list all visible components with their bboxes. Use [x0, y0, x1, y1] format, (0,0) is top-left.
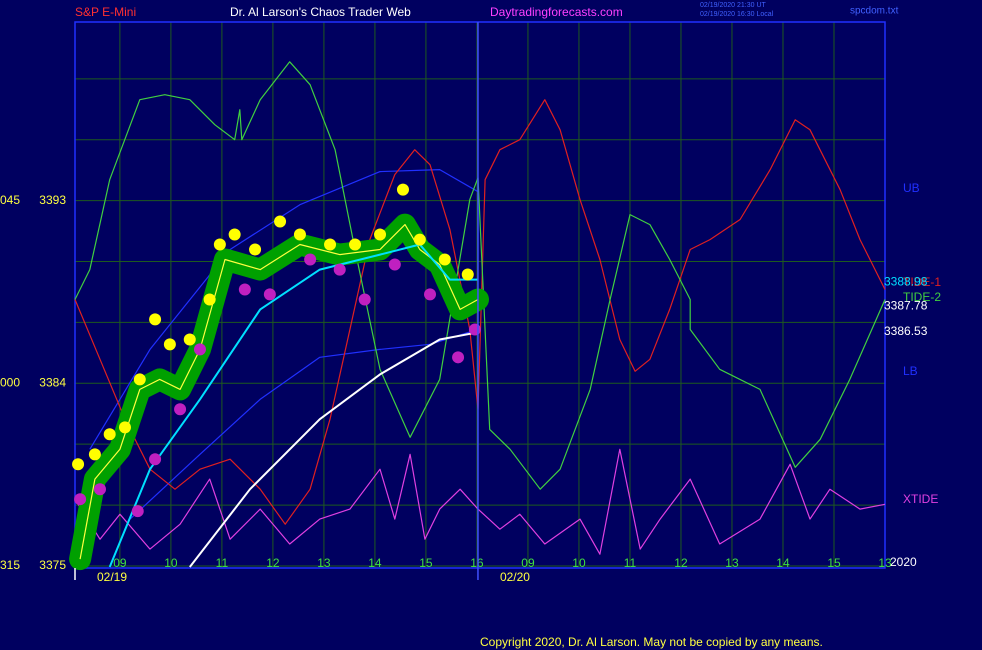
date-label: 02/19	[97, 570, 127, 584]
price-dot	[333, 263, 346, 276]
x-tick-label: 10	[572, 556, 586, 570]
price-dot	[468, 323, 481, 336]
price-dot	[424, 288, 437, 301]
price-dot	[174, 403, 187, 416]
plot	[69, 21, 886, 571]
series-label: UB	[903, 181, 920, 195]
x-tick-label: 13	[317, 556, 331, 570]
price-dot	[118, 421, 131, 434]
price-dot	[74, 493, 87, 506]
end-value: 3386.53	[884, 324, 928, 338]
price-dot	[163, 338, 176, 351]
x-tick-label: 11	[624, 556, 637, 570]
series-label: XTIDE	[903, 492, 938, 506]
price-dot	[103, 428, 116, 441]
price-dot	[149, 313, 162, 326]
price-dot	[263, 288, 276, 301]
left-scale-label: 000	[0, 375, 20, 389]
timestamp: 02/19/2020 21:30 UT	[700, 2, 766, 9]
series-line	[189, 331, 479, 568]
x-tick-label: 15	[419, 556, 433, 570]
x-tick-label: 13	[878, 556, 892, 570]
x-tick-label: 11	[216, 556, 229, 570]
price-dot	[388, 258, 401, 271]
url: Daytradingforecasts.com	[490, 5, 623, 19]
price-dot	[274, 215, 287, 228]
price-dot	[358, 293, 371, 306]
series-line	[74, 61, 886, 490]
price-dot	[203, 293, 216, 306]
file-name: spcdom.txt	[850, 6, 899, 17]
x-tick-label: 12	[674, 556, 688, 570]
x-tick-label: 13	[725, 556, 739, 570]
price-dot	[324, 238, 337, 251]
series-line	[74, 99, 886, 525]
series-label: TIDE-1	[903, 275, 941, 289]
x-tick-label: 09	[521, 556, 535, 570]
x-tick-label: 09	[113, 556, 127, 570]
price-dot	[93, 483, 106, 496]
price-dot	[133, 373, 146, 386]
y-tick-label: 3393	[39, 193, 66, 207]
x-tick-label: 15	[827, 556, 841, 570]
year-label: 2020	[890, 555, 917, 569]
price-dot	[149, 453, 162, 466]
x-tick-label: 10	[164, 556, 178, 570]
left-scale-label: 315	[0, 558, 20, 572]
x-tick-label: 14	[368, 556, 382, 570]
plot-border	[74, 21, 886, 569]
series-label: TIDE-2	[903, 290, 941, 304]
price-dot	[349, 238, 362, 251]
left-scale-label: 045	[0, 193, 20, 207]
y-tick-label: 3375	[39, 558, 66, 572]
price-dot	[72, 458, 85, 471]
price-dot	[213, 238, 226, 251]
price-dot	[293, 228, 306, 241]
symbol: S&P E-Mini	[75, 5, 136, 19]
price-dot	[374, 228, 387, 241]
price-dot	[249, 243, 262, 256]
copyright: Copyright 2020, Dr. Al Larson. May not b…	[480, 635, 823, 649]
end-value: 3387.78	[884, 299, 928, 313]
date-label: 02/20	[500, 570, 530, 584]
price-dot	[228, 228, 241, 241]
site-title: Dr. Al Larson's Chaos Trader Web	[230, 5, 411, 19]
series-line	[79, 224, 479, 560]
price-dot	[413, 233, 426, 246]
series-line	[89, 169, 479, 450]
timestamp: 02/19/2020 16:30 Local	[700, 11, 774, 18]
price-dot	[304, 253, 317, 266]
series-line	[74, 448, 886, 555]
price-dot	[452, 351, 465, 364]
x-tick-label: 16	[470, 556, 484, 570]
end-value: 3388.98	[884, 274, 928, 288]
series-label: LB	[903, 364, 918, 378]
series-line	[108, 243, 478, 568]
price-dot	[438, 253, 451, 266]
y-tick-label: 3384	[39, 375, 66, 389]
x-tick-label: 14	[776, 556, 790, 570]
price-dot	[88, 448, 101, 461]
price-dot	[396, 183, 409, 196]
x-tick-label: 12	[266, 556, 280, 570]
price-dot	[183, 333, 196, 346]
price-dot	[461, 268, 474, 281]
price-dot	[238, 283, 251, 296]
price-dot	[193, 343, 206, 356]
price-dot	[131, 505, 144, 518]
